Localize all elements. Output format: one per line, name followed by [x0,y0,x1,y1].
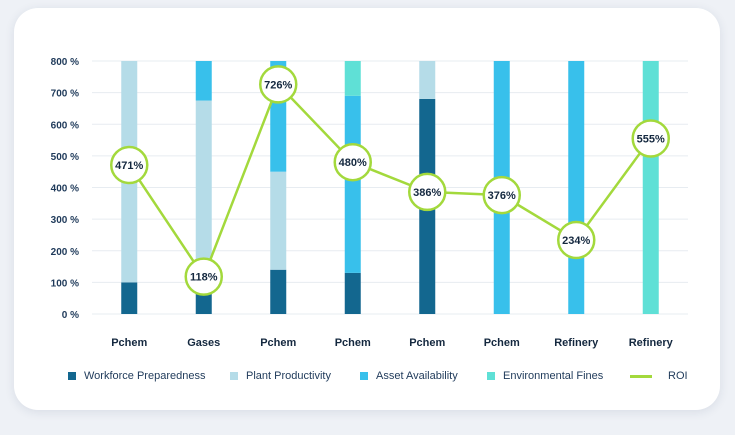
roi-data-label: 471% [115,160,143,172]
legend-swatch [230,372,238,380]
legend-label: Environmental Fines [503,370,604,382]
y-tick-label: 500 % [51,152,79,163]
roi-point [333,142,372,182]
roi-point [631,119,670,158]
legend-label: ROI [668,370,688,382]
bar-segment [344,95,361,273]
legend-swatch [68,372,76,380]
x-category-label: Pchem [260,337,296,349]
chart-legend: Workforce Preparedness Plant Productivity… [0,370,735,388]
roi-chart: 0 % 100 % 200 % 300 % 400 % 500 % 600 % 700 % 80… [51,57,688,349]
roi-point [110,145,149,185]
legend-item: Plant Productivity [230,370,331,382]
x-category-label: Pchem [484,337,520,349]
roi-point [408,172,447,212]
x-category-label: Pchem [111,337,147,349]
y-tick-label: 100 % [51,278,79,289]
roi-line-group: 471% 118% 726% 480% 386% 376% 234% 555% [110,65,670,296]
gridlines [92,60,688,315]
bar-segment [419,61,436,99]
legend-line-swatch [630,374,652,378]
bar-segment [568,61,585,314]
y-tick-label: 400 % [51,184,79,195]
y-tick-label: 600 % [51,120,79,131]
y-tick-label: 300 % [51,215,79,226]
bar-segment [121,282,138,314]
bar-segment [270,269,287,314]
bar-segment [195,100,212,283]
x-category-label: Refinery [554,337,599,349]
bar-segment [642,61,659,314]
roi-data-label: 726% [264,79,292,91]
roi-data-label: 555% [637,133,665,145]
x-axis-categories: Pchem Gases Pchem Pchem Pchem Pchem Refinery Re… [111,337,673,349]
x-category-label: Refinery [629,337,674,349]
y-axis-ticks: 0 % 100 % 200 % 300 % 400 % 500 % 600 % 700 % 80… [51,57,79,321]
roi-point [259,65,298,104]
x-category-label: Gases [187,337,220,349]
legend-label: Asset Availability [376,370,458,382]
roi-data-label: 386% [413,187,441,199]
roi-point [184,257,223,296]
roi-data-label: 234% [562,235,590,247]
y-tick-label: 200 % [51,247,79,258]
legend-swatch [487,372,495,380]
bar-segment [270,171,287,270]
x-category-label: Pchem [335,337,371,349]
y-tick-label: 0 % [62,310,79,321]
bar-segment [344,61,361,96]
legend-label: Workforce Preparedness [84,370,206,382]
roi-data-label: 480% [339,157,367,169]
roi-data-label: 118% [190,272,218,284]
bar-segment [344,272,361,314]
roi-point [557,220,596,260]
legend-label: Plant Productivity [246,370,331,382]
legend-item: Workforce Preparedness [68,370,205,382]
roi-data-label: 376% [488,190,516,202]
bar-segment [195,61,212,101]
legend-item: Asset Availability [360,370,458,382]
x-category-label: Pchem [409,337,445,349]
y-tick-label: 800 % [51,57,79,68]
legend-item-roi: ROI [630,370,688,382]
y-tick-label: 700 % [51,89,79,100]
legend-item: Environmental Fines [487,370,603,382]
legend-swatch [360,372,368,380]
roi-point [482,175,521,215]
